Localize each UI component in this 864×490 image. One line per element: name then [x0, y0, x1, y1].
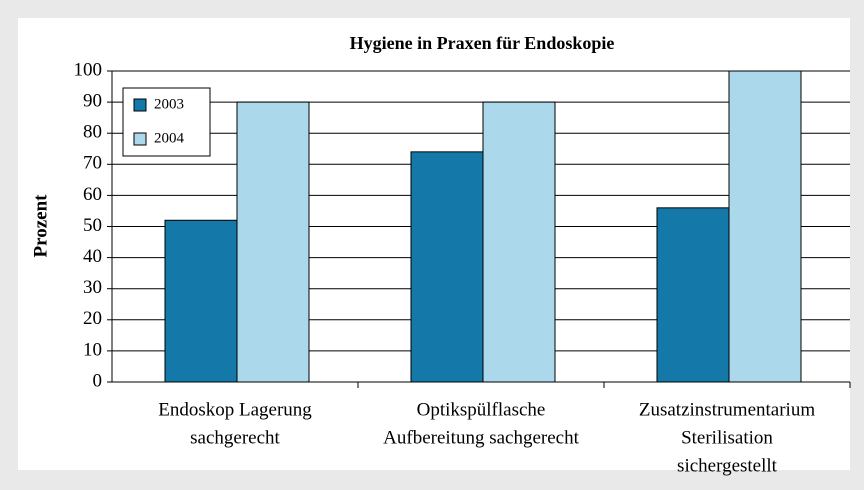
y-tick-label: 100 [74, 59, 103, 80]
y-tick-label: 0 [93, 370, 103, 391]
x-tick-label: sachgerecht [190, 427, 280, 448]
bar [236, 101, 310, 383]
y-tick-label: 10 [83, 339, 102, 360]
legend-label: 2003 [154, 96, 184, 112]
x-tick-label: Optikspülflasche [417, 399, 546, 420]
bar [164, 219, 238, 383]
x-tick-label: Aufbereitung sachgerecht [383, 427, 579, 448]
y-tick-label: 40 [83, 246, 102, 267]
x-tick-label: Sterilisation [681, 427, 773, 448]
legend-swatch [133, 132, 147, 146]
chart-title: Hygiene in Praxen für Endoskopie [350, 33, 615, 53]
x-tick-label: Endoskop Lagerung [158, 399, 312, 420]
y-tick-label: 90 [83, 90, 102, 111]
bar [728, 70, 802, 383]
y-tick-label: 20 [83, 308, 102, 329]
y-axis-label: Prozent [30, 194, 51, 258]
y-tick-label: 50 [83, 215, 102, 236]
x-tick-label: sichergestellt [677, 455, 778, 476]
legend-label: 2004 [154, 130, 185, 146]
legend-swatch [133, 98, 147, 112]
y-tick-label: 30 [83, 277, 102, 298]
y-tick-label: 60 [83, 184, 102, 205]
y-tick-label: 80 [83, 122, 102, 143]
bar [482, 101, 556, 383]
y-tick-label: 70 [83, 153, 102, 174]
bar [410, 151, 484, 383]
bar [656, 207, 730, 383]
x-tick-label: Zusatzinstrumentarium [639, 399, 815, 420]
